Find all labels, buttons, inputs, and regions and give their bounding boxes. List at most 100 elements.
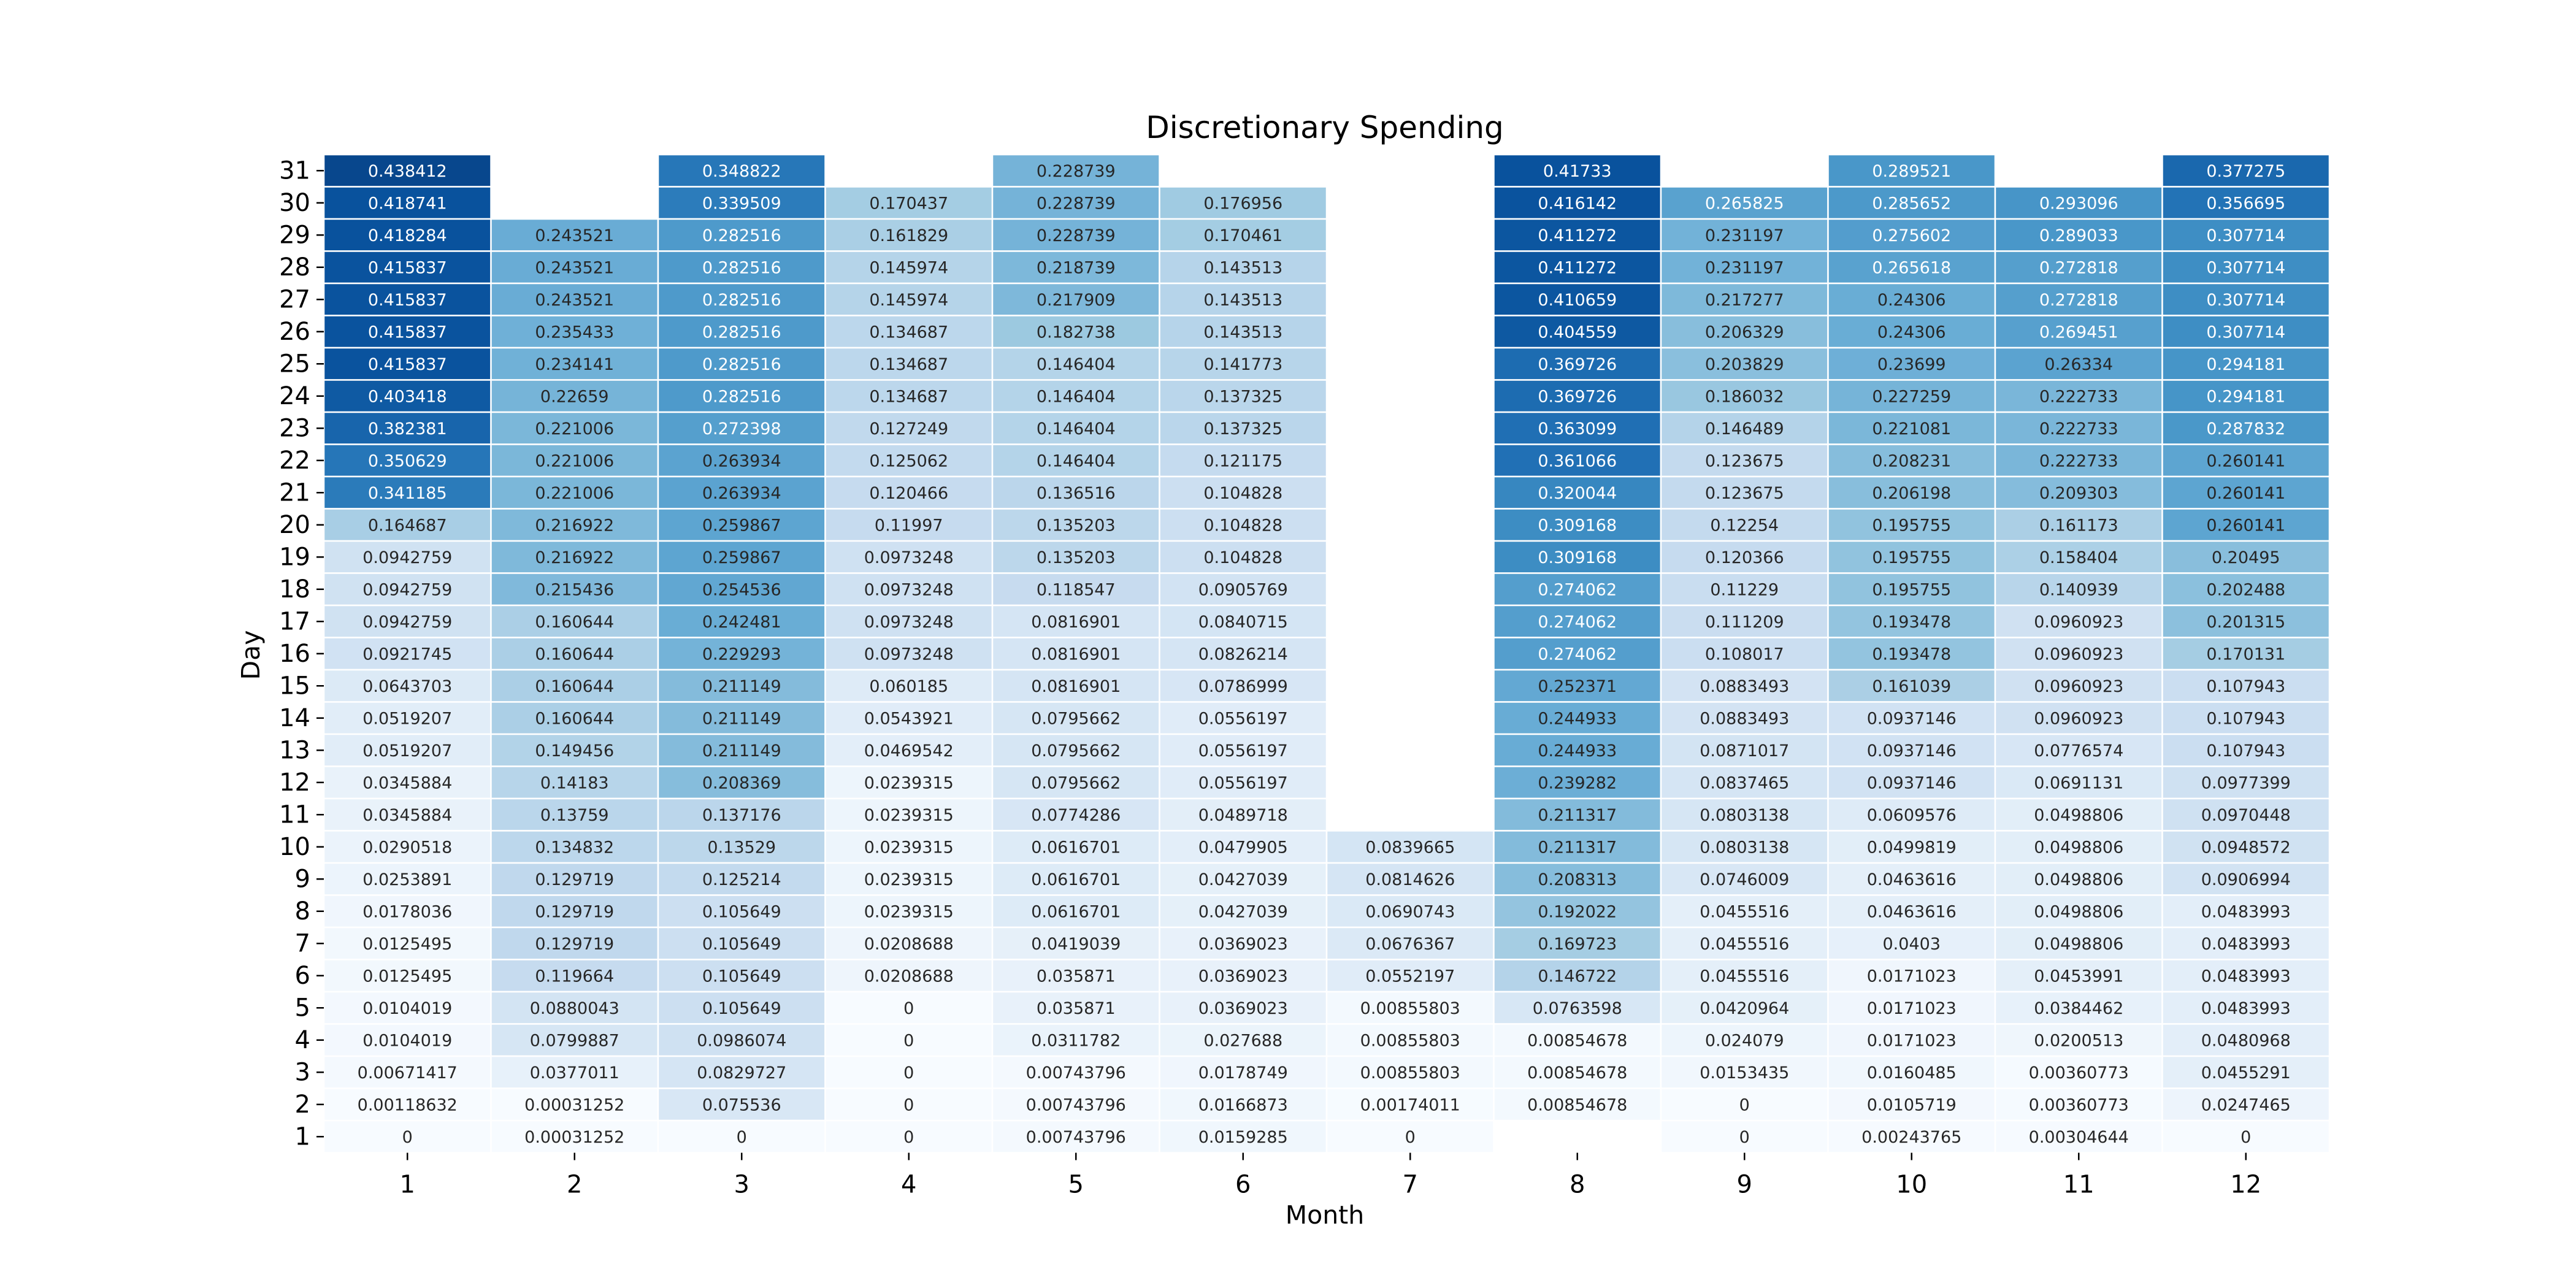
heatmap-cell bbox=[323, 830, 492, 864]
heatmap-cell bbox=[1159, 443, 1328, 478]
cell-value-label: 0.195755 bbox=[1872, 516, 1951, 535]
heatmap-cell bbox=[1660, 669, 1829, 703]
heatmap-cell bbox=[657, 637, 826, 671]
cell-value-label: 0.0970448 bbox=[2201, 806, 2291, 825]
cell-value-label: 0.0973248 bbox=[864, 645, 954, 664]
cell-value-label: 0.356695 bbox=[2206, 194, 2285, 213]
cell-value-label: 0.0690743 bbox=[1365, 902, 1455, 921]
cell-value-label: 0.0973248 bbox=[864, 580, 954, 599]
cell-value-label: 0.0166873 bbox=[1198, 1095, 1288, 1114]
heatmap-cell bbox=[1159, 765, 1328, 800]
heatmap-cell bbox=[490, 1119, 659, 1154]
x-tick-label: 6 bbox=[1235, 1170, 1251, 1198]
cell-value-label: 0.00854678 bbox=[1527, 1064, 1627, 1083]
cell-value-label: 0.259867 bbox=[702, 548, 781, 567]
heatmap-cell bbox=[2161, 475, 2331, 510]
cell-value-label: 0.0239315 bbox=[864, 838, 954, 857]
y-axis: 3130292827262524232221201918171615141312… bbox=[279, 156, 324, 1151]
cell-value-label: 0.0469542 bbox=[864, 742, 954, 761]
cell-value-label: 0.00855803 bbox=[1360, 1031, 1460, 1050]
cell-value-label: 0.0420964 bbox=[1700, 999, 1789, 1018]
cell-value-label: 0.118547 bbox=[1037, 580, 1116, 599]
cell-value-label: 0.369726 bbox=[1538, 355, 1617, 374]
heatmap-cell bbox=[490, 572, 659, 607]
heatmap-cell bbox=[2161, 991, 2331, 1025]
heatmap-cell bbox=[1493, 733, 1662, 767]
heatmap-cell bbox=[657, 540, 826, 574]
heatmap-cell bbox=[490, 218, 659, 252]
heatmap-cell bbox=[1159, 604, 1328, 638]
cell-value-label: 0.208231 bbox=[1872, 451, 1951, 470]
cell-value-label: 0.377275 bbox=[2206, 162, 2285, 181]
cell-value-label: 0.136516 bbox=[1037, 484, 1116, 503]
cell-value-label: 0.161173 bbox=[2039, 516, 2118, 535]
cell-value-label: 0.146722 bbox=[1538, 967, 1617, 986]
cell-value-label: 0.415837 bbox=[368, 323, 447, 342]
cell-value-label: 0.0498806 bbox=[2034, 870, 2123, 889]
cell-value-label: 0.0479905 bbox=[1198, 838, 1288, 857]
y-tick-label: 19 bbox=[279, 543, 310, 571]
heatmap-cell bbox=[1827, 186, 1996, 220]
cell-value-label: 0.211149 bbox=[702, 677, 781, 696]
cell-value-label: 0.293096 bbox=[2039, 194, 2118, 213]
cell-value-label: 0.282516 bbox=[702, 226, 781, 245]
cell-value-label: 0.108017 bbox=[1705, 645, 1784, 664]
cell-value-label: 0 bbox=[1739, 1128, 1750, 1147]
cell-value-label: 0.201315 bbox=[2206, 613, 2285, 632]
cell-value-label: 0.120366 bbox=[1705, 548, 1784, 567]
cell-value-label: 0.254536 bbox=[702, 580, 781, 599]
x-tick-label: 12 bbox=[2230, 1170, 2261, 1198]
cell-value-label: 0.170437 bbox=[869, 194, 948, 213]
cell-value-label: 0.382381 bbox=[368, 420, 447, 439]
cell-value-label: 0.129719 bbox=[535, 902, 614, 921]
heatmap-cell bbox=[991, 1023, 1160, 1057]
cell-value-label: 0.0453991 bbox=[2034, 967, 2123, 986]
cell-value-label: 0.221081 bbox=[1872, 420, 1951, 439]
y-tick-label: 21 bbox=[279, 478, 310, 507]
y-tick-label: 17 bbox=[279, 607, 310, 635]
cell-value-label: 0.0977399 bbox=[2201, 773, 2291, 792]
heatmap-cell bbox=[991, 830, 1160, 864]
cell-value-label: 0.182738 bbox=[1037, 323, 1116, 342]
cell-value-label: 0.41733 bbox=[1543, 162, 1612, 181]
x-tick-label: 10 bbox=[1896, 1170, 1927, 1198]
cell-value-label: 0.369726 bbox=[1538, 387, 1617, 406]
cell-value-label: 0.00118632 bbox=[358, 1095, 458, 1114]
y-tick-label: 6 bbox=[295, 962, 310, 990]
heatmap-cell bbox=[1827, 282, 1996, 316]
heatmap-cell bbox=[1159, 282, 1328, 316]
cell-value-label: 0.404559 bbox=[1538, 323, 1617, 342]
heatmap-cell bbox=[1493, 508, 1662, 542]
cell-value-label: 0.129719 bbox=[535, 935, 614, 954]
cell-value-label: 0.0960923 bbox=[2034, 677, 2123, 696]
cell-value-label: 0.228739 bbox=[1037, 226, 1116, 245]
cell-value-label: 0.211317 bbox=[1538, 806, 1617, 825]
cell-value-label: 0.0369023 bbox=[1198, 935, 1288, 954]
heatmap-cell bbox=[323, 894, 492, 929]
heatmap-cell bbox=[1159, 379, 1328, 413]
heatmap-cell bbox=[991, 926, 1160, 960]
y-tick-label: 2 bbox=[295, 1091, 310, 1119]
cell-value-label: 0.186032 bbox=[1705, 387, 1784, 406]
cell-value-label: 0.218739 bbox=[1037, 258, 1116, 277]
cell-value-label: 0.129719 bbox=[535, 870, 614, 889]
heatmap-cell bbox=[1325, 894, 1495, 929]
cell-value-label: 0.239282 bbox=[1538, 773, 1617, 792]
heatmap-cell bbox=[824, 926, 994, 960]
cell-value-label: 0.146404 bbox=[1037, 420, 1116, 439]
cell-value-label: 0.206198 bbox=[1872, 484, 1951, 503]
heatmap-cell bbox=[657, 604, 826, 638]
x-tick-label: 1 bbox=[400, 1170, 415, 1198]
cell-value-label: 0.244933 bbox=[1538, 742, 1617, 761]
cell-value-label: 0.00854678 bbox=[1527, 1031, 1627, 1050]
y-tick-label: 12 bbox=[279, 769, 310, 797]
cell-value-label: 0.0973248 bbox=[864, 613, 954, 632]
cell-value-label: 0.244933 bbox=[1538, 709, 1617, 728]
heatmap-cell bbox=[1159, 637, 1328, 671]
heatmap-cell bbox=[991, 1055, 1160, 1089]
heatmap-cell bbox=[2161, 701, 2331, 735]
cell-value-label: 0.00743796 bbox=[1026, 1128, 1126, 1147]
heatmap-cell bbox=[323, 540, 492, 574]
cell-value-label: 0.26334 bbox=[2044, 355, 2113, 374]
cell-value-label: 0.149456 bbox=[535, 742, 614, 761]
